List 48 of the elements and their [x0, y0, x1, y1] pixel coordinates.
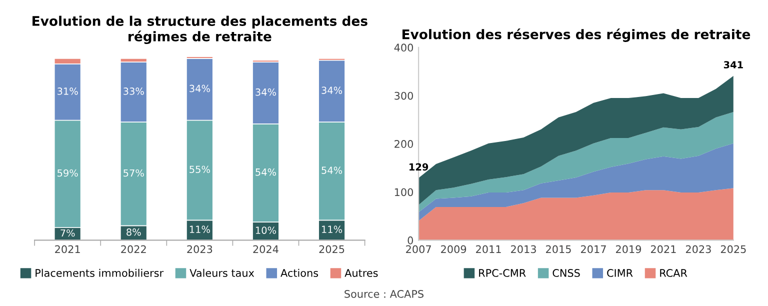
data-label: 7%: [60, 229, 75, 237]
y-tick-label: 0: [408, 236, 414, 244]
data-label: 57%: [124, 169, 144, 177]
y-tick-label: 200: [394, 140, 414, 148]
x-tick-label: 2019: [616, 245, 641, 254]
annotation: 129: [410, 163, 428, 171]
x-tick-label: 2017: [581, 245, 606, 254]
x-tick-label: 2025: [720, 245, 746, 254]
data-label: 34%: [190, 84, 210, 92]
x-tick-label: 2021: [55, 245, 80, 254]
x-tick-label: 2013: [511, 245, 536, 254]
x-tick-label: 2022: [121, 245, 146, 254]
y-tick-label: 300: [394, 92, 414, 100]
data-label: 34%: [256, 88, 276, 96]
legend-label: RPC-CMR: [479, 269, 526, 277]
y-tick-label: 100: [394, 188, 414, 196]
data-label: 59%: [58, 169, 78, 177]
y-tick-label: 400: [394, 44, 414, 52]
source-note: Source : ACAPS: [344, 290, 424, 298]
x-tick-label: 2023: [686, 245, 711, 254]
x-tick-label: 2024: [253, 245, 278, 254]
x-tick-label: 2015: [546, 245, 571, 254]
x-tick-label: 2021: [650, 245, 676, 254]
data-label: 31%: [58, 88, 78, 95]
x-tick-label: 2023: [187, 245, 212, 254]
legend-label: RCAR: [660, 269, 688, 277]
legend-label: CIMR: [607, 269, 633, 277]
data-label: 11%: [190, 226, 210, 234]
data-label: 54%: [256, 168, 276, 176]
x-tick-label: 2011: [476, 245, 501, 254]
data-label: 33%: [124, 88, 144, 95]
data-label: 54%: [322, 166, 342, 174]
data-label: 11%: [322, 226, 342, 234]
data-label: 10%: [256, 226, 276, 234]
chart-title: Evolution de la structure des placements des régimes de retraite: [32, 16, 368, 44]
x-tick-label: 2025: [319, 245, 344, 254]
x-tick-label: 2009: [441, 245, 466, 254]
data-label: 34%: [322, 86, 342, 94]
legend-label: Valeurs taux: [190, 268, 254, 277]
annotation: 341: [724, 61, 743, 68]
data-label: 8%: [126, 228, 141, 236]
chart-title: Evolution des réserves des régimes de retraite: [402, 28, 750, 42]
legend-label: CNSS: [552, 269, 580, 277]
legend-label: Actions: [280, 268, 318, 277]
legend-label: Placements immobiliersr: [36, 268, 164, 277]
x-tick-label: 2007: [406, 245, 431, 254]
data-label: 55%: [190, 166, 210, 174]
legend-label: Autres: [344, 269, 378, 277]
